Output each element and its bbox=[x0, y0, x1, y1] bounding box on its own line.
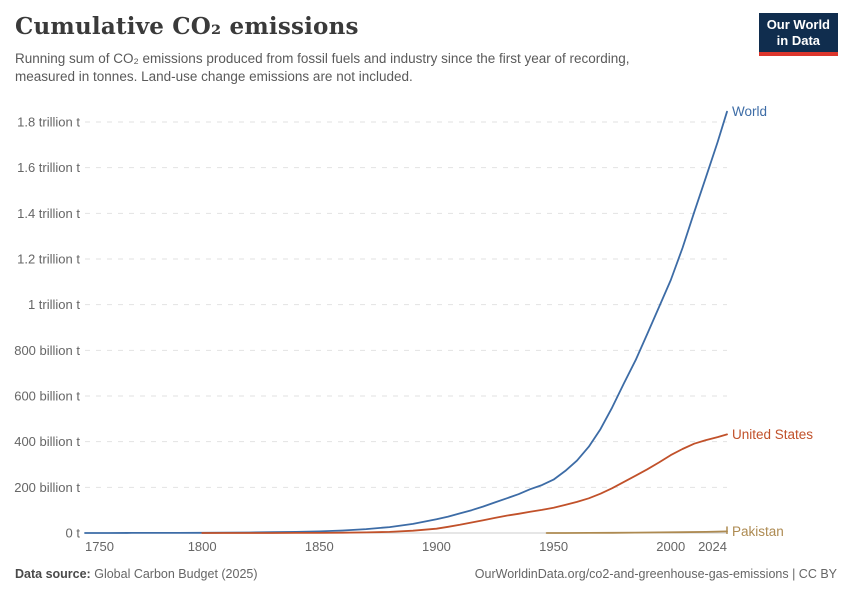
series-label-pakistan[interactable]: Pakistan bbox=[732, 524, 784, 539]
series-line-pakistan[interactable] bbox=[545, 530, 728, 534]
owid-logo-red-bar bbox=[758, 52, 838, 56]
owid-logo-line1: Our World bbox=[766, 17, 830, 32]
owid-logo[interactable]: Our World in Data bbox=[758, 13, 838, 56]
chart-subtitle: Running sum of CO₂ emissions produced fr… bbox=[15, 51, 630, 84]
x-tick-label: 1950 bbox=[539, 539, 568, 554]
x-tick-label: 1750 bbox=[85, 539, 114, 554]
x-tick-label: 1900 bbox=[422, 539, 451, 554]
data-source-value: Global Carbon Budget (2025) bbox=[94, 567, 258, 581]
y-tick-label: 1.8 trillion t bbox=[17, 115, 80, 130]
y-tick-label: 1.4 trillion t bbox=[17, 206, 80, 221]
series-line-world[interactable] bbox=[84, 110, 728, 534]
data-source-label: Data source: bbox=[15, 567, 91, 581]
x-tick-label: 1850 bbox=[305, 539, 334, 554]
y-tick-label: 1 trillion t bbox=[28, 297, 80, 312]
series-label-world[interactable]: World bbox=[732, 104, 767, 119]
y-tick-label: 1.6 trillion t bbox=[17, 160, 80, 175]
y-tick-label: 0 t bbox=[66, 526, 81, 541]
y-tick-label: 600 billion t bbox=[14, 389, 80, 404]
series-label-united-states[interactable]: United States bbox=[732, 427, 813, 442]
chart-header: Cumulative CO₂ emissions Running sum of … bbox=[15, 13, 630, 86]
chart-title: Cumulative CO₂ emissions bbox=[15, 13, 359, 40]
x-tick-label: 2000 bbox=[656, 539, 685, 554]
y-tick-label: 800 billion t bbox=[14, 343, 80, 358]
x-tick-label: 1800 bbox=[188, 539, 217, 554]
y-tick-label: 1.2 trillion t bbox=[17, 252, 80, 267]
data-source: Data source: Global Carbon Budget (2025) bbox=[15, 567, 258, 581]
owid-logo-line2: in Data bbox=[776, 33, 821, 48]
series-line-united-states[interactable] bbox=[201, 433, 728, 534]
chart-footer: Data source: Global Carbon Budget (2025)… bbox=[15, 567, 837, 581]
y-tick-label: 400 billion t bbox=[14, 434, 80, 449]
x-tick-label: 2024 bbox=[698, 539, 727, 554]
y-tick-label: 200 billion t bbox=[14, 480, 80, 495]
footer-link[interactable]: OurWorldinData.org/co2-and-greenhouse-ga… bbox=[474, 567, 837, 581]
